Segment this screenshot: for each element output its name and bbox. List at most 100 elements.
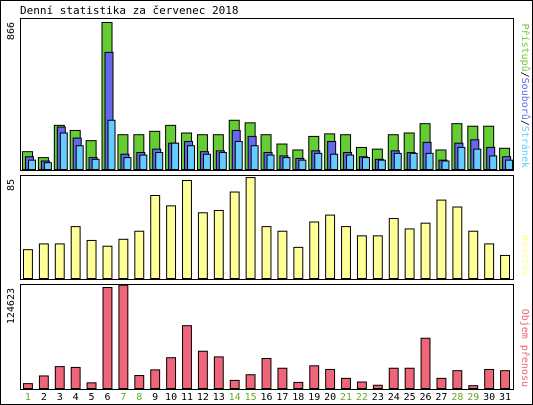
- bar-pages-day-22: [361, 157, 370, 170]
- x-tick-label: 3: [57, 392, 63, 403]
- legend-entry: /: [519, 120, 530, 126]
- x-tick-label: 19: [308, 392, 320, 403]
- bar-volume-day-21: [341, 377, 351, 389]
- y-max-label: 124623: [6, 288, 17, 324]
- bar-pages-day-17: [282, 157, 291, 170]
- bar-volume-day-7: [118, 284, 129, 390]
- bar-pages-day-4: [75, 145, 84, 170]
- bar-pages-day-30: [489, 155, 498, 170]
- bar-volume-day-29: [468, 385, 479, 390]
- bar-visits-day-25: [404, 228, 415, 279]
- bar-visits-day-16: [261, 226, 272, 279]
- bar-volume-day-19: [309, 365, 320, 389]
- bar-volume-day-12: [197, 350, 208, 390]
- bar-pages-day-9: [155, 152, 164, 171]
- bar-volume-day-18: [293, 381, 304, 389]
- x-tick-label: 4: [73, 392, 79, 403]
- bar-pages-day-31: [505, 159, 514, 170]
- bar-volume-day-24: [388, 367, 399, 389]
- chart-title: Denní statistika za červenec 2018: [20, 4, 239, 17]
- panel-transfer-volume: 124623 Objem přenosu: [6, 284, 531, 390]
- bar-volume-day-2: [38, 375, 49, 389]
- bar-volume-day-31: [500, 370, 510, 390]
- bar-pages-day-1: [28, 159, 36, 170]
- bar-pages-day-2: [43, 162, 52, 170]
- bar-pages-day-21: [346, 154, 355, 171]
- bar-visits-day-17: [277, 230, 288, 280]
- legend: Objem přenosu: [519, 309, 531, 387]
- legend: Přístupů/Souborů/Stránek: [519, 23, 531, 168]
- bar-pages-day-20: [330, 153, 339, 171]
- bar-pages-day-25: [409, 152, 418, 170]
- bar-visits-day-10: [166, 205, 177, 279]
- bar-visits-day-3: [54, 243, 65, 279]
- bar-volume-day-9: [150, 369, 161, 389]
- bar-visits-day-24: [388, 218, 399, 279]
- x-tick-label: 25: [404, 392, 416, 403]
- x-tick-label: 24: [388, 392, 400, 403]
- bar-pages-day-14: [234, 140, 243, 170]
- bar-pages-day-18: [298, 159, 307, 170]
- bar-visits-day-18: [293, 246, 304, 280]
- bar-volume-day-25: [404, 367, 415, 389]
- bar-volume-day-11: [182, 325, 192, 389]
- bar-visits-day-2: [38, 243, 49, 279]
- x-tick-label: 21: [340, 392, 352, 403]
- x-axis-day-labels: 1 2 3 4 5 6 7 8 9 10 11 12 13 14 15 16 17 18 19 20 21 22 23 24 2…: [25, 392, 511, 403]
- bar-pages-day-5: [91, 158, 100, 171]
- bar-visits-day-27: [436, 199, 447, 280]
- panel-visits: 85 Návštěv: [6, 175, 531, 280]
- x-tick-label: 10: [165, 392, 177, 403]
- bar-volume-day-26: [420, 337, 431, 389]
- bar-visits-day-29: [468, 230, 479, 280]
- bar-visits-day-13: [213, 209, 224, 279]
- x-tick-label: 22: [356, 392, 368, 403]
- bar-visits-day-14: [229, 191, 240, 280]
- bar-volume-day-17: [277, 367, 288, 389]
- legend-entry: Stránek: [519, 126, 531, 168]
- bar-visits-day-12: [197, 212, 208, 279]
- bar-visits-day-11: [182, 180, 192, 279]
- bar-pages-day-29: [473, 148, 482, 170]
- bar-volume-day-14: [229, 379, 240, 390]
- bar-pages-day-8: [139, 154, 148, 171]
- x-tick-label: 14: [229, 392, 241, 403]
- bar-pages-day-10: [171, 142, 180, 170]
- y-max-label: 85: [6, 179, 17, 191]
- bar-volume-day-27: [436, 377, 447, 389]
- bar-visits-day-20: [325, 214, 336, 280]
- bar-volume-day-5: [86, 382, 97, 390]
- bar-volume-day-3: [54, 366, 65, 390]
- bar-volume-day-22: [356, 381, 367, 390]
- x-tick-label: 11: [181, 392, 193, 403]
- x-tick-label: 9: [152, 392, 158, 403]
- bar-visits-day-7: [118, 238, 129, 280]
- bar-volume-day-30: [484, 368, 495, 389]
- bar-volume-day-1: [23, 383, 33, 389]
- panel-hits-files-pages: 866 Přístupů/Souborů/Stránek: [6, 18, 531, 171]
- bar-pages-day-28: [457, 146, 466, 171]
- x-tick-label: 8: [136, 392, 142, 403]
- x-tick-label: 16: [260, 392, 272, 403]
- legend: Návštěv: [519, 235, 531, 277]
- legend-entry: Objem přenosu: [519, 309, 531, 387]
- bar-pages-day-16: [266, 154, 275, 171]
- bar-volume-day-8: [134, 375, 145, 390]
- bar-visits-day-30: [484, 243, 495, 279]
- bar-pages-day-27: [441, 160, 450, 170]
- bar-visits-day-31: [500, 254, 510, 279]
- bar-pages-day-19: [314, 152, 323, 170]
- bar-visits-day-6: [102, 245, 113, 280]
- bar-visits-day-9: [150, 194, 161, 279]
- bar-pages-day-13: [218, 152, 227, 171]
- bar-pages-day-23: [377, 159, 386, 170]
- bar-pages-day-26: [425, 152, 434, 170]
- bar-visits-day-19: [309, 221, 320, 280]
- x-tick-label: 6: [104, 392, 110, 403]
- bar-visits-day-28: [452, 206, 463, 280]
- legend-entry: Návštěv: [519, 235, 531, 277]
- bar-visits-day-1: [23, 249, 33, 279]
- x-tick-label: 31: [499, 392, 511, 403]
- x-tick-label: 26: [420, 392, 432, 403]
